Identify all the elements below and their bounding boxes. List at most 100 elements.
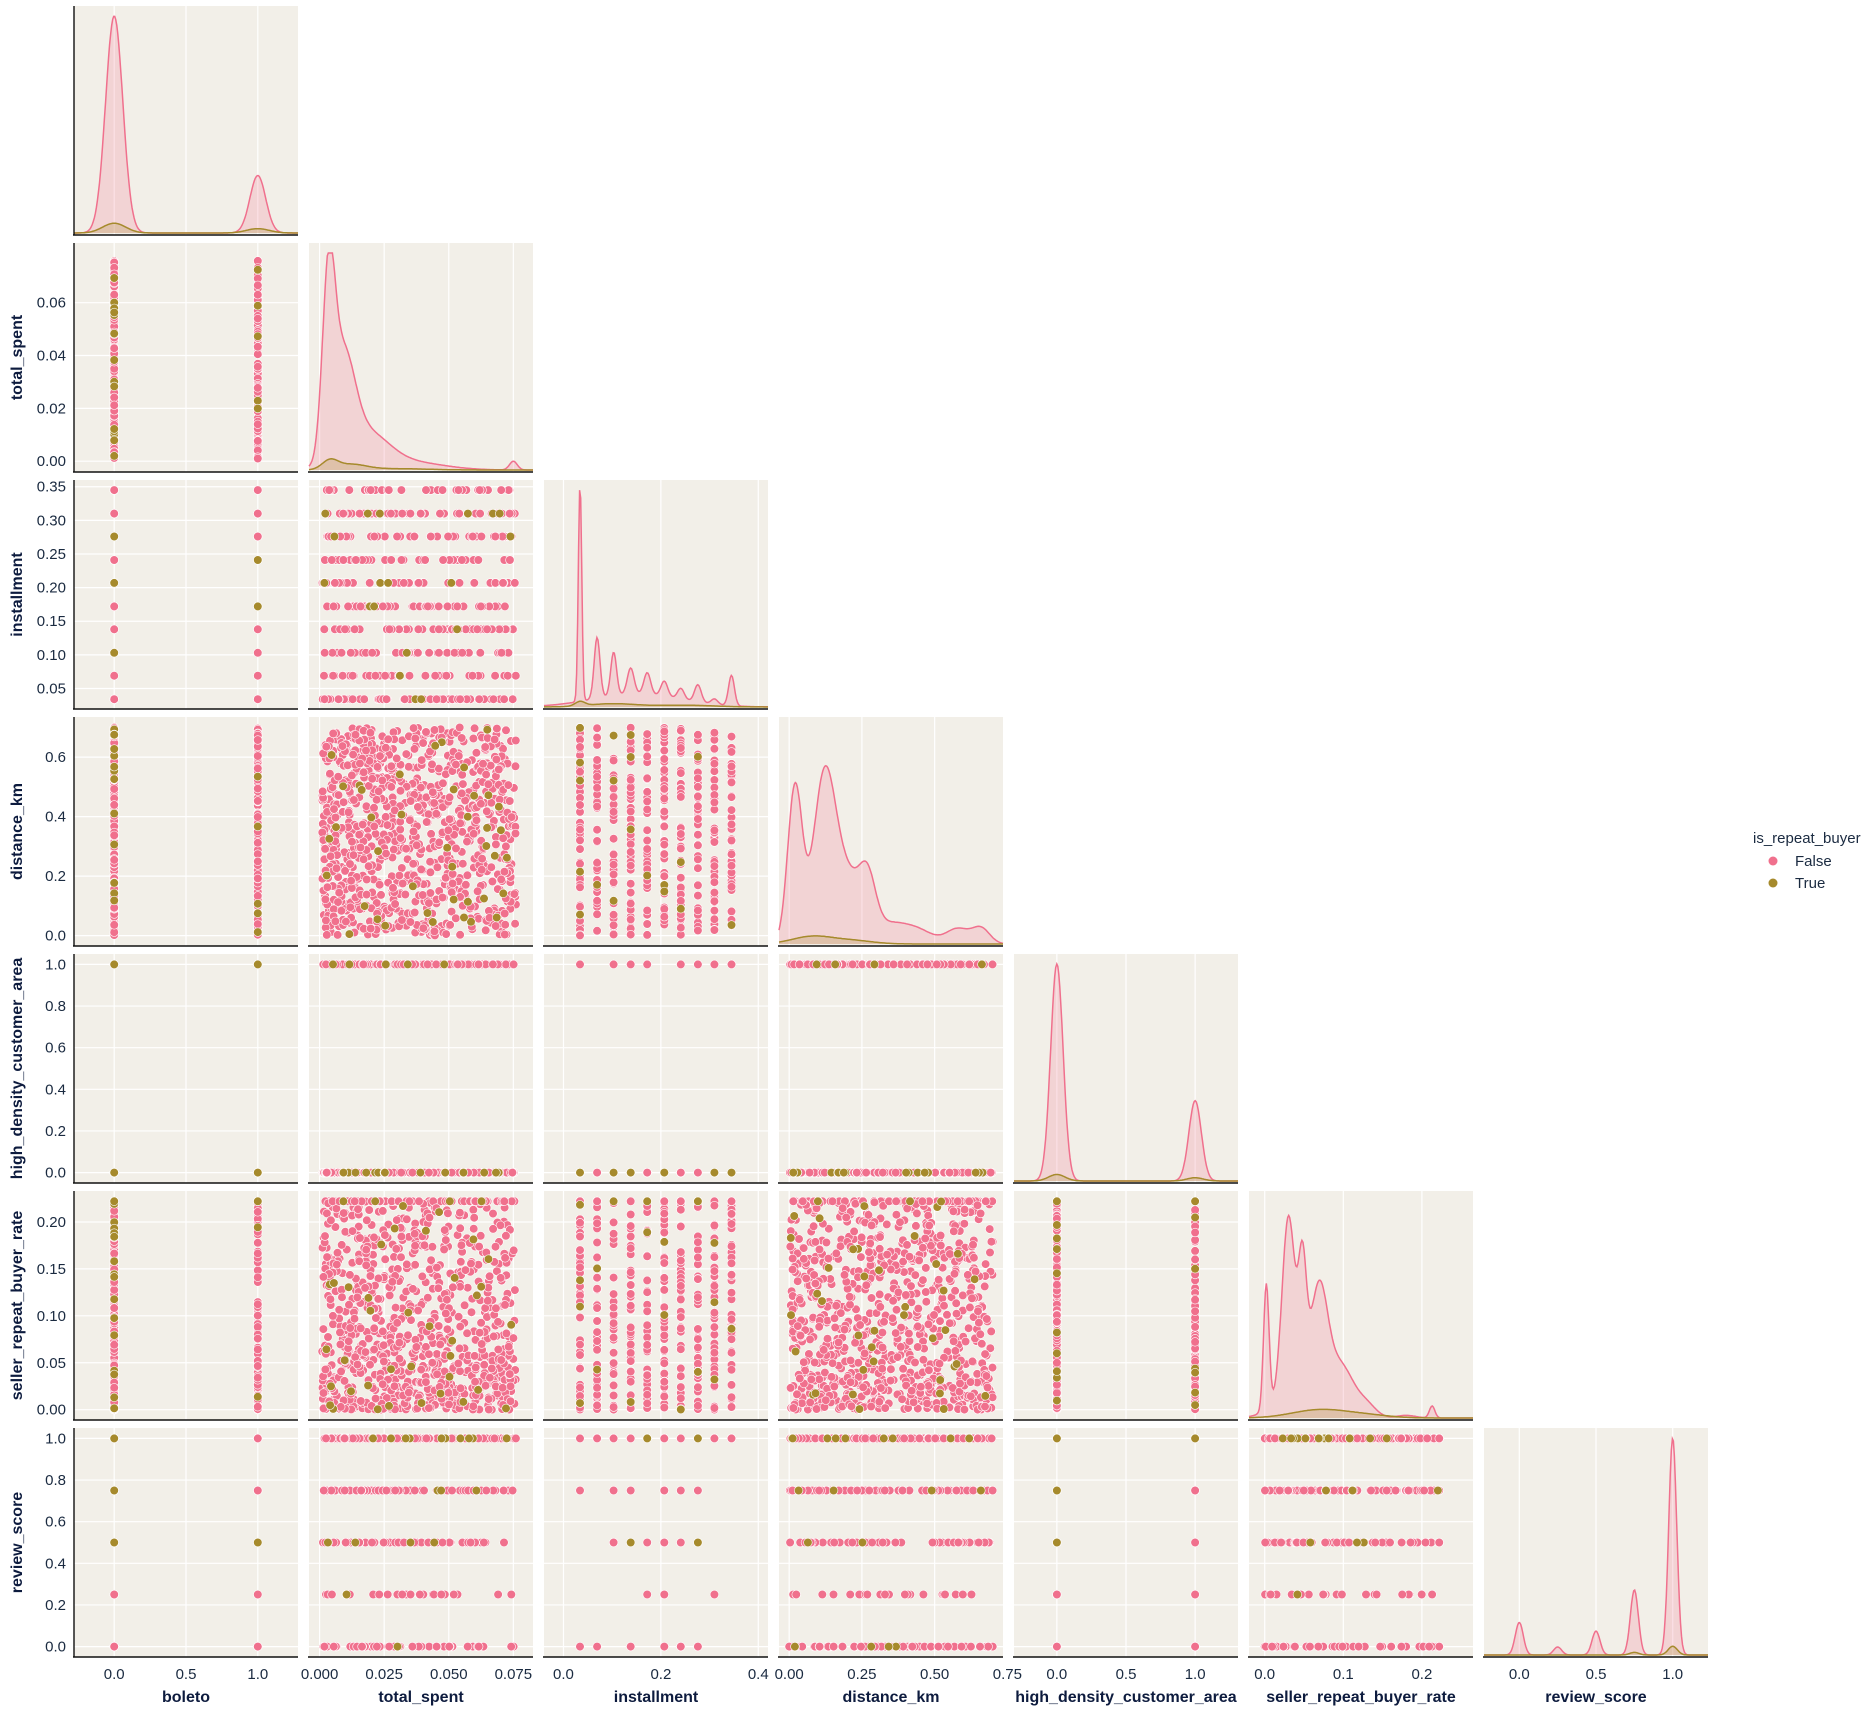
point-false — [416, 508, 426, 519]
points — [109, 485, 263, 704]
point-false — [693, 801, 703, 811]
point-false — [726, 861, 737, 871]
point-false — [326, 851, 336, 861]
point-false — [608, 929, 619, 940]
point-false — [508, 959, 519, 970]
point-false — [592, 836, 602, 846]
point-false — [454, 508, 464, 519]
panel-background — [544, 954, 768, 1183]
point-false — [676, 843, 686, 854]
point-false — [608, 807, 619, 817]
point-false — [347, 837, 357, 847]
point-false — [473, 555, 483, 565]
point-false — [369, 803, 379, 813]
point-true — [327, 750, 337, 760]
point-false — [109, 508, 119, 519]
point-false — [496, 874, 506, 885]
point-false — [592, 755, 602, 765]
point-false — [852, 1167, 862, 1178]
point-true — [449, 784, 459, 795]
scatter-panel-total_spent-vs-installment — [308, 480, 533, 710]
point-false — [364, 861, 374, 871]
point-false — [458, 779, 468, 789]
point-false — [443, 1208, 453, 1218]
point-true — [109, 1196, 119, 1206]
point-false — [642, 1167, 652, 1178]
point-true — [626, 730, 636, 740]
point-false — [626, 914, 636, 925]
scatter-panel-total_spent-vs-distance_km — [308, 717, 533, 947]
point-true — [726, 1167, 737, 1178]
point-false — [253, 1402, 263, 1412]
point-false — [253, 624, 263, 634]
point-false — [987, 959, 998, 970]
point-false — [676, 829, 686, 839]
point-false — [458, 859, 468, 869]
point-true — [109, 808, 119, 819]
point-false — [693, 854, 703, 864]
point-false — [445, 792, 455, 803]
scatter-panel-total_spent-vs-high_density_customer_area — [308, 954, 533, 1184]
point-false — [659, 821, 669, 832]
point-true — [592, 880, 602, 890]
point-true — [452, 624, 462, 634]
point-true — [109, 648, 119, 658]
point-false — [408, 859, 418, 869]
point-false — [434, 624, 444, 634]
point-true — [812, 959, 822, 970]
point-false — [726, 747, 737, 757]
point-true — [422, 908, 433, 918]
point-true — [109, 774, 119, 784]
point-false — [253, 919, 263, 929]
point-true — [490, 851, 500, 861]
point-true — [109, 307, 119, 318]
point-true — [380, 1167, 390, 1178]
point-false — [442, 1324, 453, 1334]
point-true — [109, 1232, 119, 1242]
point-false — [407, 1167, 418, 1178]
point-true — [369, 601, 379, 612]
point-false — [441, 671, 451, 681]
kde-area-true — [74, 223, 298, 233]
kde-area-true — [309, 458, 533, 470]
point-false — [486, 760, 496, 771]
point-false — [346, 876, 356, 886]
point-false — [435, 508, 445, 519]
point-false — [338, 555, 349, 565]
point-true — [109, 1294, 119, 1304]
point-false — [449, 648, 460, 658]
point-false — [329, 804, 339, 814]
point-true — [372, 914, 383, 924]
point-true — [416, 694, 426, 704]
point-false — [328, 728, 338, 739]
y-tick-label: 0.10 — [37, 1308, 66, 1325]
point-false — [109, 601, 119, 612]
point-false — [109, 555, 119, 565]
point-true — [505, 531, 516, 542]
point-false — [676, 743, 686, 753]
point-false — [418, 738, 428, 748]
point-true — [253, 821, 263, 832]
point-false — [109, 1340, 119, 1350]
point-false — [481, 769, 491, 780]
point-false — [340, 624, 350, 634]
point-false — [457, 648, 467, 658]
point-true — [109, 531, 119, 542]
point-true — [608, 775, 619, 786]
point-false — [338, 671, 348, 681]
point-false — [355, 508, 365, 519]
point-false — [861, 1167, 871, 1178]
y-tick-label: 0.2 — [45, 1123, 66, 1140]
point-true — [463, 897, 473, 907]
point-false — [347, 770, 357, 781]
point-false — [109, 400, 119, 410]
point-false — [676, 959, 686, 970]
point-false — [608, 869, 619, 880]
point-false — [401, 749, 411, 759]
point-true — [726, 920, 737, 930]
point-true — [253, 265, 263, 275]
point-false — [330, 578, 340, 588]
point-false — [253, 1207, 263, 1217]
point-false — [726, 906, 737, 917]
point-false — [432, 1349, 442, 1359]
